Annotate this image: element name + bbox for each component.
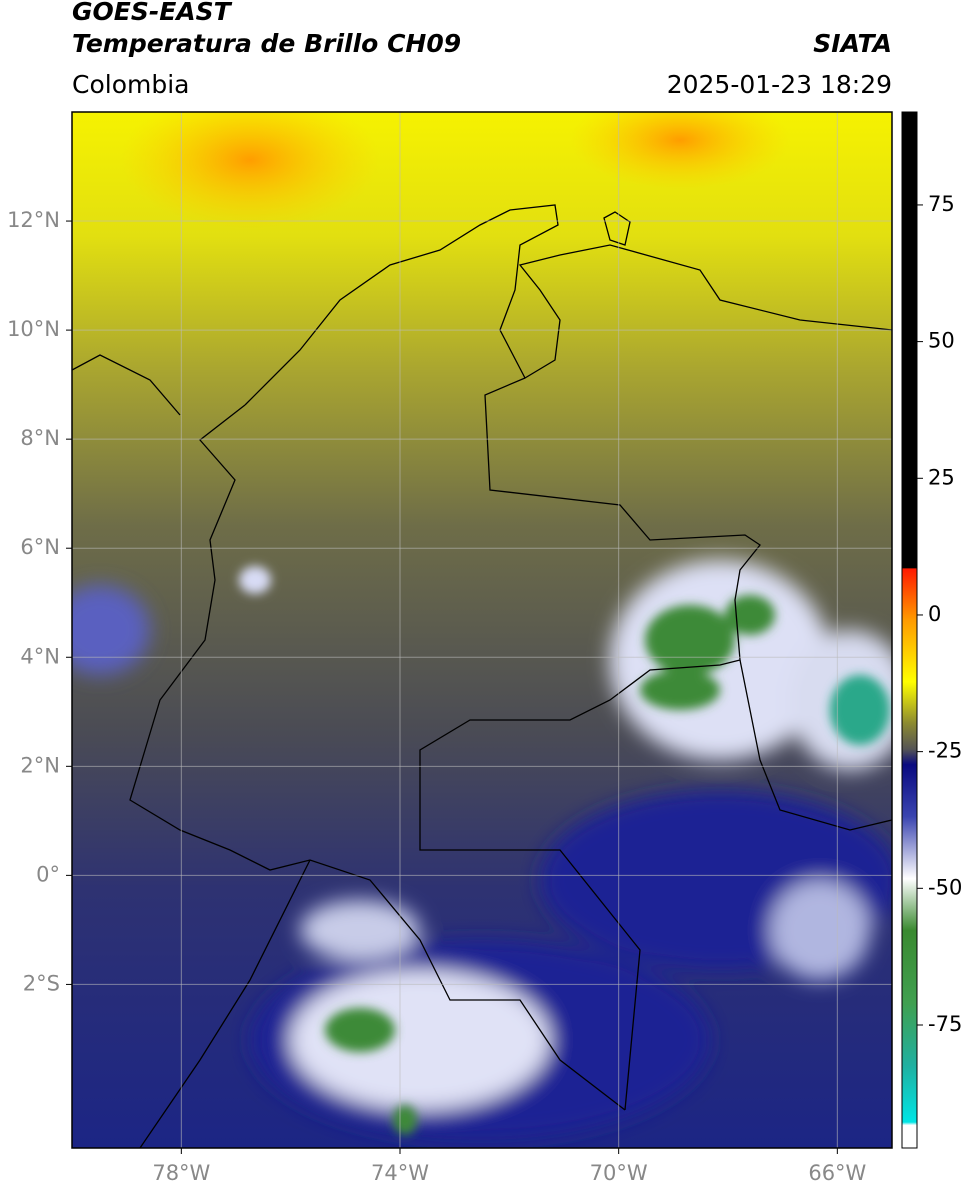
y-tick-label: 4°N bbox=[20, 644, 60, 668]
colorbar bbox=[901, 111, 918, 1149]
y-tick-label: 6°N bbox=[20, 535, 60, 559]
subtitle: Temperatura de Brillo CH09 bbox=[72, 29, 461, 58]
x-tick-label: 70°W bbox=[590, 1161, 648, 1185]
colorbar-ticks: 75 50 25 0 -25 -50 -75 bbox=[917, 192, 962, 1036]
timestamp: 2025-01-23 18:29 bbox=[667, 70, 892, 99]
y-tick-label: 0° bbox=[36, 862, 60, 886]
y-tick-label: 8°N bbox=[20, 426, 60, 450]
y-tick-label: 10°N bbox=[7, 317, 60, 341]
colorbar-tick-label: -50 bbox=[928, 875, 962, 899]
colorbar-tick-label: 0 bbox=[928, 602, 941, 626]
graticule: 78°W 74°W 70°W 66°W 12°N 10°N 8°N 6°N 4°N 2°N 0° 2°… bbox=[7, 112, 892, 1185]
colorbar-tick-label: 75 bbox=[928, 192, 955, 216]
x-tick-label: 78°W bbox=[152, 1161, 210, 1185]
y-tick-label: 2°S bbox=[23, 971, 60, 995]
warm-area bbox=[570, 112, 790, 190]
imagery bbox=[72, 112, 892, 1148]
y-tick-label: 12°N bbox=[7, 208, 60, 232]
colorbar-tick-label: -25 bbox=[928, 739, 962, 763]
map-frame bbox=[71, 111, 893, 1149]
warm-area bbox=[120, 112, 380, 230]
source: SIATA bbox=[813, 29, 892, 58]
title: GOES-EAST bbox=[72, 0, 233, 26]
x-tick-label: 66°W bbox=[808, 1161, 866, 1185]
x-tick-label: 74°W bbox=[371, 1161, 429, 1185]
y-tick-label: 2°N bbox=[20, 753, 60, 777]
colorbar-tick-label: 50 bbox=[928, 329, 955, 353]
colorbar-tick-label: 25 bbox=[928, 465, 955, 489]
colorbar-tick-label: -75 bbox=[928, 1012, 962, 1036]
region: Colombia bbox=[72, 70, 189, 99]
